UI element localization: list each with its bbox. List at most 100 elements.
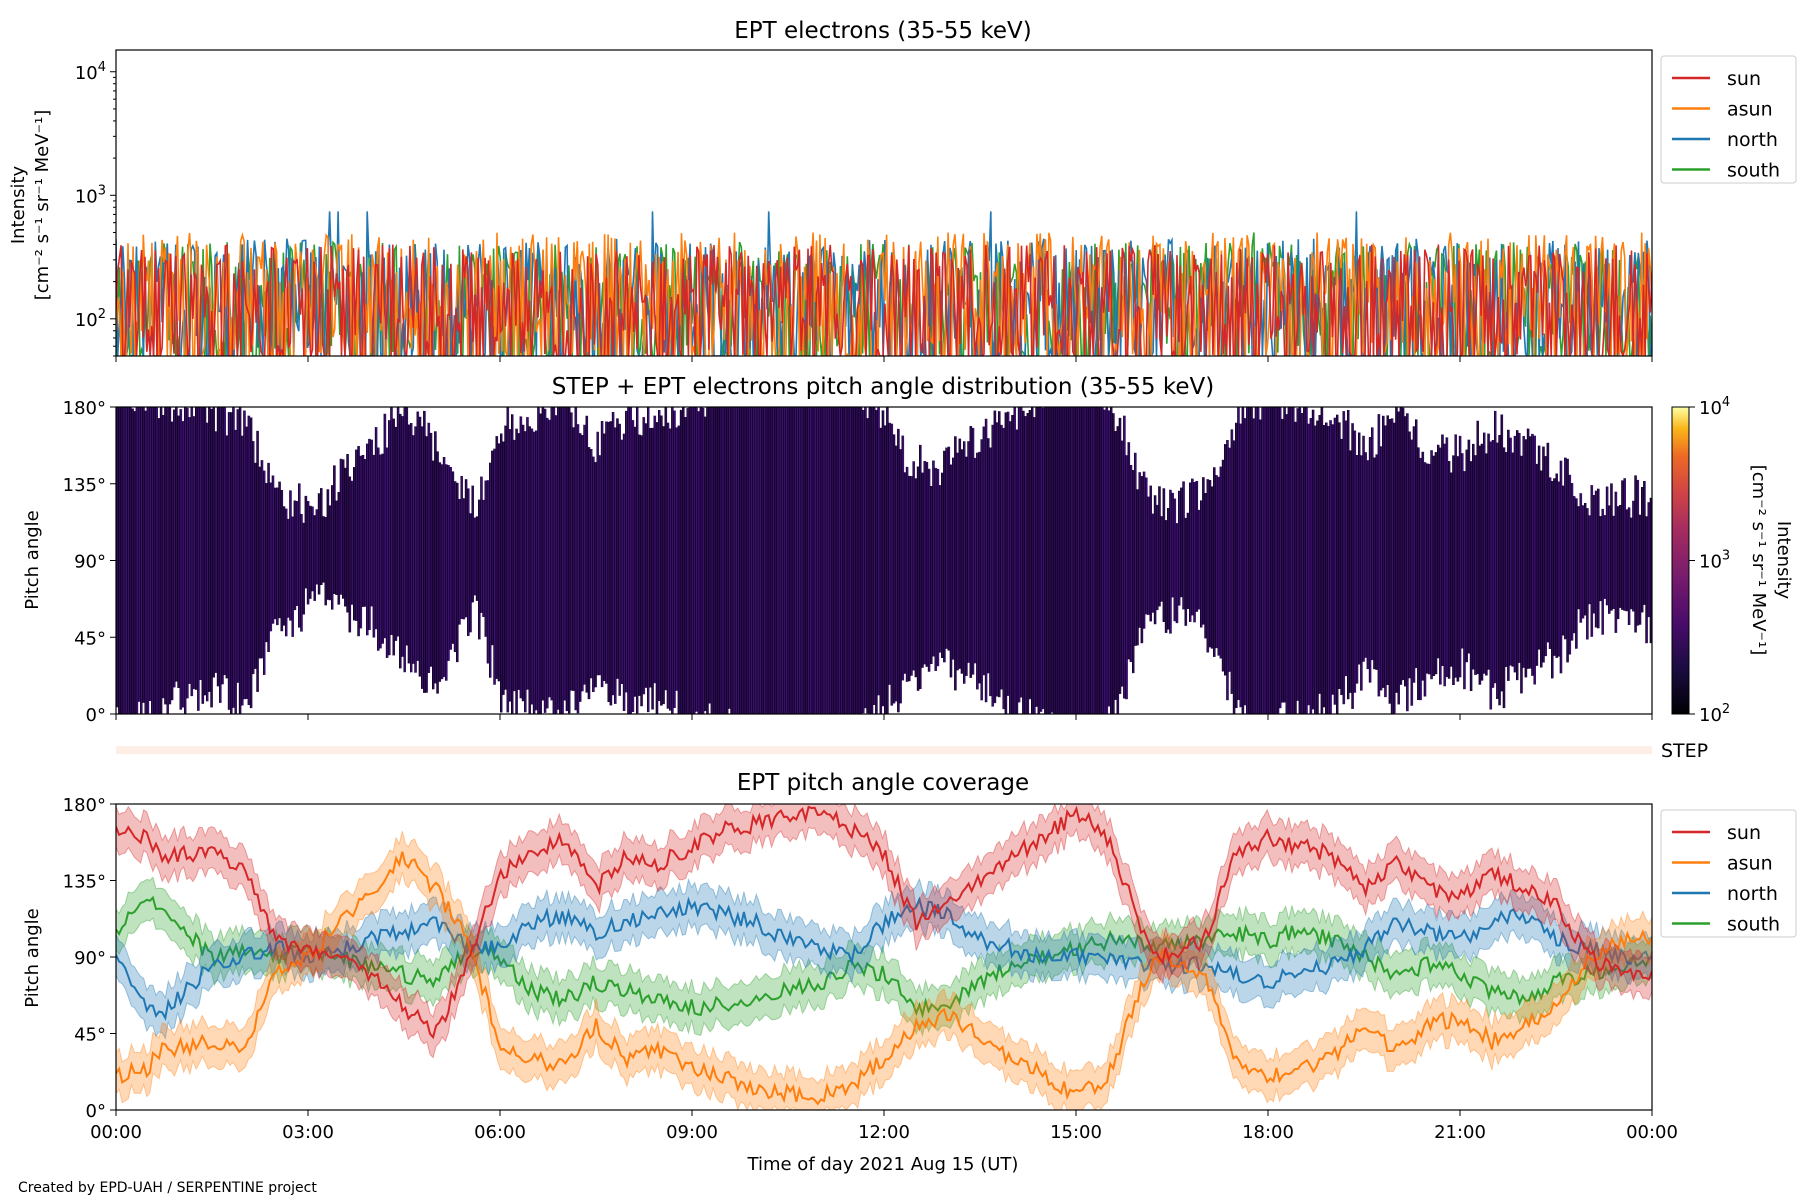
pad-column: [524, 431, 527, 713]
pad-column-edge: [682, 407, 683, 714]
pad-column: [129, 407, 132, 714]
pad-column: [535, 430, 538, 711]
pad-column-edge: [932, 460, 933, 657]
pad-column-edge: [1632, 500, 1633, 612]
pad-column-edge: [1524, 439, 1526, 678]
pad-column-edge: [1215, 475, 1216, 649]
pad-column: [701, 407, 705, 714]
pad-column: [238, 407, 242, 714]
pad-column: [1303, 407, 1306, 714]
pad-column: [223, 407, 226, 676]
pad-column-edge: [721, 407, 723, 714]
pad-column-edge: [1219, 466, 1221, 659]
pad-column-edge: [1296, 408, 1298, 701]
pad-column-edge: [210, 408, 211, 708]
pad-column-edge: [416, 411, 418, 661]
pad-column: [552, 407, 556, 714]
pad-column-edge: [1610, 483, 1611, 611]
pad-column: [780, 407, 784, 714]
pad-column-edge: [563, 407, 565, 701]
pad-column-edge: [1616, 506, 1618, 620]
pad-column-edge: [543, 408, 545, 713]
pad-column: [600, 421, 604, 688]
pad-column-edge: [1134, 452, 1135, 646]
pad-column: [868, 407, 872, 714]
pad-column: [669, 428, 672, 711]
pad-column: [302, 522, 305, 615]
pad-column: [1573, 496, 1576, 634]
pad-column: [1028, 410, 1032, 700]
pad-column: [778, 407, 782, 714]
pad-column: [789, 407, 793, 714]
pad-column-edge: [1430, 450, 1431, 680]
pad-column-edge: [168, 407, 170, 705]
pad-column: [1452, 455, 1455, 685]
tick-exponent: 3: [1722, 549, 1730, 564]
pad-column: [124, 407, 128, 714]
pad-column: [449, 467, 452, 650]
pad-column: [1092, 407, 1095, 714]
pad-column-edge: [622, 433, 624, 711]
pad-column: [486, 480, 490, 664]
pad-column-edge: [763, 407, 764, 714]
pad-column: [1610, 483, 1613, 611]
pad-column-edge: [1085, 407, 1087, 714]
pad-column: [890, 423, 894, 706]
pad-column-edge: [798, 407, 799, 714]
pad-column: [295, 501, 299, 606]
pad-column-edge: [675, 427, 677, 691]
intensity-legend-box: [1660, 55, 1797, 184]
pad-column: [559, 407, 562, 714]
pad-column: [1375, 454, 1378, 670]
pad-column-edge: [467, 488, 468, 636]
pad-column-edge: [221, 407, 222, 685]
pad-column: [1305, 407, 1308, 714]
pad-column-edge: [903, 472, 905, 674]
pad-column-edge: [701, 407, 703, 714]
pad-column: [1638, 514, 1642, 625]
pad-column-edge: [1426, 463, 1427, 674]
pad-column-edge: [1601, 508, 1603, 635]
pad-column-edge: [1173, 498, 1175, 622]
pad-column-edge: [620, 439, 622, 684]
pad-column: [1285, 414, 1289, 714]
pad-column: [1055, 407, 1058, 714]
pad-column: [236, 409, 240, 683]
pad-column: [162, 415, 165, 699]
pad-column-edge: [1594, 490, 1596, 628]
pad-column: [1072, 407, 1076, 714]
pad-column: [568, 407, 571, 714]
pad-column-edge: [910, 476, 911, 676]
pad-column: [1171, 492, 1174, 598]
pad-column: [471, 485, 474, 603]
intensity-title: EPT electrons (35-55 keV): [734, 18, 1031, 44]
pad-column: [442, 457, 446, 677]
pad-column-edge: [778, 407, 780, 714]
pad-column: [1542, 446, 1545, 663]
coverage-ytick-label: 90°: [74, 948, 106, 969]
pad-column: [952, 457, 955, 660]
pad-column: [1546, 442, 1550, 643]
pad-column-edge: [1248, 407, 1249, 714]
pad-column: [969, 426, 973, 678]
pad-column: [943, 450, 946, 663]
pad-column-edge: [192, 416, 194, 690]
pad-column: [1421, 451, 1425, 681]
pad-column: [658, 410, 661, 701]
pad-column: [1366, 460, 1370, 670]
pad-column-edge: [899, 449, 900, 704]
pad-column-edge: [717, 407, 718, 714]
pad-column: [579, 433, 582, 702]
pad-column: [1208, 480, 1212, 648]
colorbar-label-units: [cm⁻² s⁻¹ sr⁻¹ MeV⁻¹]: [1748, 465, 1769, 656]
pad-column: [934, 467, 937, 671]
pad-column: [1592, 495, 1596, 614]
pad-column-edge: [451, 471, 453, 644]
pad-column-edge: [923, 461, 925, 665]
pad-column-edge: [699, 407, 701, 714]
pad-column-edge: [1285, 414, 1287, 714]
pad-column-edge: [1522, 436, 1524, 668]
pad-column-edge: [186, 407, 187, 699]
pad-column: [715, 407, 718, 714]
